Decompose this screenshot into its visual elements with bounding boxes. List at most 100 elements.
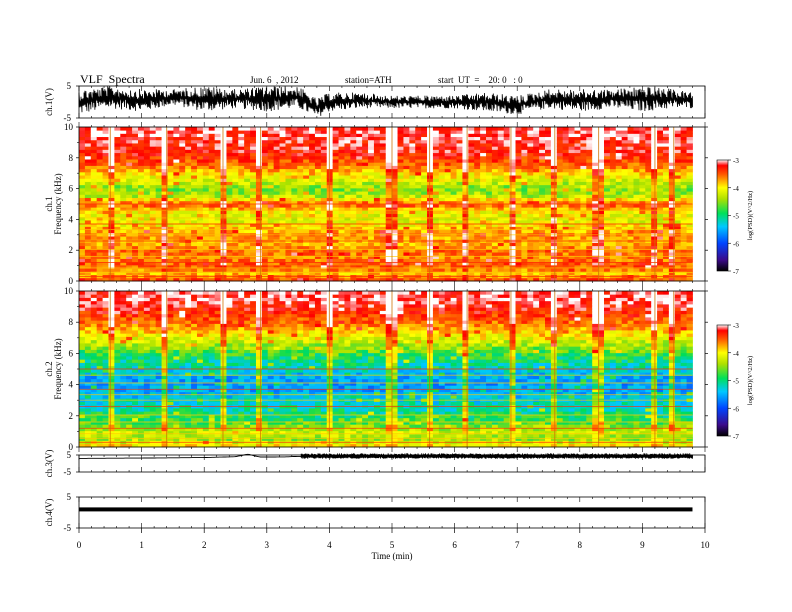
s1-cell [486, 187, 493, 192]
s1-cell [185, 191, 192, 195]
s1-cell [314, 130, 322, 134]
s1-cell [250, 236, 257, 240]
s1-cell [179, 245, 186, 250]
s1-cell [314, 175, 322, 179]
s1-cell [137, 252, 145, 256]
s1-cell [651, 210, 658, 215]
s1-cell [214, 213, 221, 218]
s1-cell [432, 200, 440, 205]
s1-cell [397, 155, 404, 160]
s1-cell [202, 210, 210, 215]
s1-cell [102, 197, 109, 202]
s1-cell [208, 191, 216, 195]
s1-cell [102, 258, 109, 263]
s1-cell [261, 248, 269, 253]
s1-cell [255, 261, 263, 266]
s1-cell [568, 133, 575, 138]
s1-cell [627, 187, 634, 192]
s1-cell [527, 255, 534, 259]
s1-cell [527, 155, 534, 160]
s1-cell [598, 229, 605, 234]
s1-cell [362, 191, 369, 195]
s1-cell [132, 159, 139, 163]
s1-cell [480, 220, 487, 224]
s1-cell [668, 165, 676, 170]
s1-cell [279, 204, 286, 208]
s1-cell [79, 187, 86, 192]
s1-cell [185, 277, 192, 282]
s1-cell [132, 171, 139, 176]
s1-cell [84, 236, 92, 240]
s1-cell [550, 242, 558, 247]
s1-cell [155, 194, 162, 198]
s1-cell [202, 236, 210, 240]
s1-cell [615, 181, 623, 186]
s1-cell [450, 252, 457, 256]
s1-cell [84, 146, 92, 150]
s1-cell [238, 245, 245, 250]
s1-cell [226, 207, 233, 211]
s1-cell [486, 207, 493, 211]
s1-cell [438, 258, 446, 263]
s1-cell [208, 175, 216, 179]
s1-cell [208, 159, 216, 163]
s1-cell [314, 258, 322, 263]
s1-cell [208, 226, 216, 231]
s1-cell [196, 268, 204, 272]
s1-cell [645, 236, 652, 240]
s1-cell [244, 277, 251, 282]
s1-cell [232, 242, 239, 247]
s1-cell [320, 271, 328, 275]
s1-cell [202, 130, 210, 134]
s1-cell [173, 171, 180, 176]
s1-cell [96, 149, 103, 154]
s1-cell [627, 277, 634, 282]
s1-cell [503, 207, 511, 211]
s1-cell [185, 159, 192, 163]
s1-cell [598, 139, 605, 144]
s1-cell [391, 152, 398, 157]
s1-cell [356, 191, 363, 195]
s1-cell [662, 149, 670, 154]
s1-cell [244, 139, 251, 144]
s1-cell [320, 236, 328, 240]
s1-cell [120, 162, 127, 166]
s1-cell [297, 245, 304, 250]
s1-cell [391, 252, 398, 256]
s1-cell [79, 168, 86, 173]
s1-cell [391, 155, 398, 160]
s1-cell [273, 162, 280, 166]
s1-cell [191, 229, 198, 234]
s1-cell [645, 261, 652, 266]
s1-cell [391, 264, 398, 269]
s1-cell [539, 245, 546, 250]
s1-cell [515, 197, 522, 202]
s1-cell [515, 268, 522, 272]
s1-cell [480, 252, 487, 256]
s1-cell [143, 220, 151, 224]
s1-cell [208, 130, 216, 134]
s1-cell [368, 159, 375, 163]
s1-cell [574, 136, 581, 141]
s1-cell [155, 146, 162, 150]
s1-cell [391, 171, 398, 176]
s1-cell [627, 245, 634, 250]
s1-cell [574, 255, 581, 259]
s1-cell [84, 210, 92, 215]
s1-cell [450, 210, 457, 215]
s1-cell [79, 159, 86, 163]
s1-cell [580, 261, 587, 266]
s1-cell [674, 168, 682, 173]
s1-cell [291, 187, 298, 192]
s1-cell [486, 204, 493, 208]
s1-cell [527, 175, 534, 179]
s1-cell [497, 178, 505, 182]
s1-cell [379, 146, 387, 150]
s1-cell [539, 143, 546, 147]
s1-cell [303, 207, 310, 211]
s1-cell [373, 191, 381, 195]
s1-cell [568, 143, 575, 147]
s1-cell [586, 200, 593, 205]
s1-cell [143, 175, 151, 179]
s1-cell [615, 271, 623, 275]
